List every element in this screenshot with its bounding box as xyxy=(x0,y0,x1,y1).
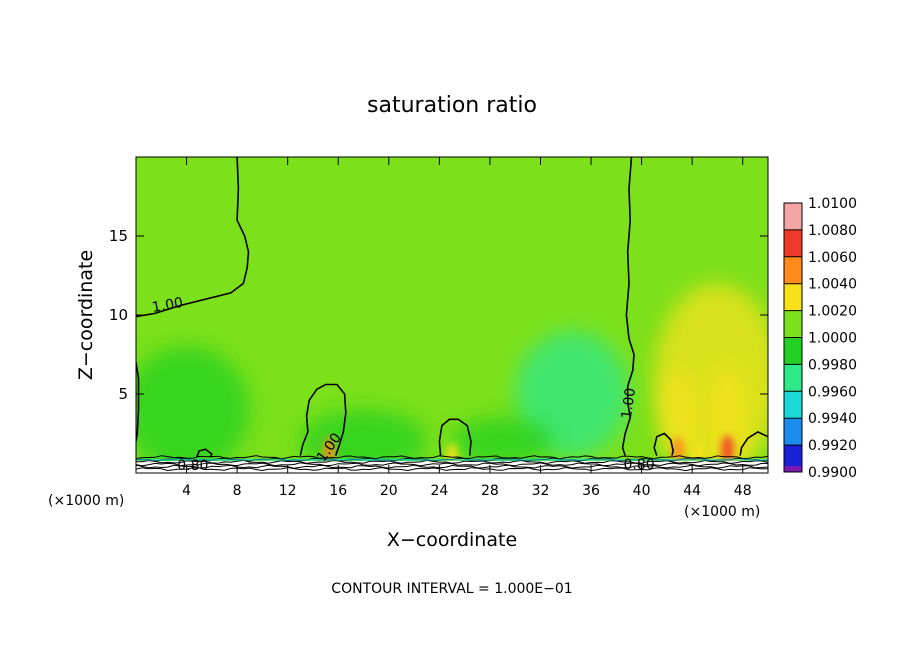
x-unit-left: (×1000 m) xyxy=(48,493,124,509)
colorbar-label: 1.0080 xyxy=(808,223,857,239)
y-tick-label: 5 xyxy=(118,385,128,403)
contour-line xyxy=(136,157,250,318)
surface-contour xyxy=(136,464,768,469)
x-tick-label: 8 xyxy=(233,483,242,499)
colorbar-swatch xyxy=(784,283,802,312)
colorbar-swatch xyxy=(784,337,802,365)
colorbar-label: 1.0000 xyxy=(808,331,857,347)
x-tick-label: 40 xyxy=(633,483,651,499)
x-tick-label: 16 xyxy=(329,483,347,499)
contour-line xyxy=(739,430,768,456)
surface-contour xyxy=(136,466,768,472)
colorbar-label: 0.9960 xyxy=(808,384,857,400)
contour-line xyxy=(653,432,675,456)
colorbar-swatch xyxy=(784,203,802,231)
contour-label: 0.80 xyxy=(623,457,654,473)
x-tick-label: 28 xyxy=(481,483,499,499)
contour-interval-note: CONTOUR INTERVAL = 1.000E−01 xyxy=(331,581,572,597)
hotspot xyxy=(672,436,685,465)
colorbar-swatch xyxy=(784,229,802,258)
y-axis-label: Z−coordinate xyxy=(75,250,97,380)
colorbar-swatch xyxy=(784,391,802,419)
contour-line xyxy=(136,362,140,442)
contour-line xyxy=(195,448,213,458)
x-tick-label: 4 xyxy=(182,483,191,499)
anomaly-region xyxy=(515,330,629,458)
x-unit-right: (×1000 m) xyxy=(684,504,760,520)
x-tick-label: 36 xyxy=(582,483,600,499)
colorbar-label: 1.0060 xyxy=(808,250,857,266)
anomaly-region xyxy=(136,346,250,473)
colorbar-swatch xyxy=(784,445,802,473)
contour-label: 0.80 xyxy=(177,458,208,474)
x-tick-label: 44 xyxy=(683,483,701,499)
contour-label: 1.00 xyxy=(151,295,184,316)
anomaly-region xyxy=(708,362,747,473)
contour-label: 1.00 xyxy=(619,387,639,420)
contour-line xyxy=(621,157,635,456)
colorbar-label: 0.9920 xyxy=(808,438,857,454)
colorbar-label: 0.9900 xyxy=(808,465,857,481)
cyan-surface-strip xyxy=(136,458,768,461)
y-tick-label: 10 xyxy=(109,306,128,324)
colorbar-swatch xyxy=(784,364,802,392)
colorbar-swatch xyxy=(784,256,802,285)
x-axis-label: X−coordinate xyxy=(387,529,517,551)
surface-contour xyxy=(136,455,768,460)
colorbar-swatch xyxy=(784,418,802,446)
colorbar: 1.0100 1.0080 1.0060 1.0040 1.0020 1.0000 0.99… xyxy=(783,196,857,481)
colorbar-label: 1.0040 xyxy=(808,277,857,293)
x-tick-label: 12 xyxy=(279,483,297,499)
contour-line xyxy=(299,383,347,456)
x-tick-label: 20 xyxy=(380,483,398,499)
colorbar-label: 0.9980 xyxy=(808,357,857,373)
contour-line xyxy=(438,418,472,456)
y-tick-label: 15 xyxy=(109,227,128,245)
surface-band xyxy=(136,461,768,473)
x-tick-label: 48 xyxy=(734,483,752,499)
colorbar-label: 0.9940 xyxy=(808,411,857,427)
anomaly-region xyxy=(660,370,699,466)
colorbar-label: 1.0020 xyxy=(808,304,857,320)
chart-title: saturation ratio xyxy=(367,93,537,118)
anomaly-region xyxy=(452,417,554,466)
x-tick-label: 32 xyxy=(532,483,550,499)
colorbar-label: 1.0100 xyxy=(808,196,857,212)
colorbar-swatch xyxy=(784,310,802,338)
colorbar-swatch-bottom xyxy=(784,466,802,472)
x-tick-label: 24 xyxy=(430,483,448,499)
plot-area xyxy=(136,157,768,473)
